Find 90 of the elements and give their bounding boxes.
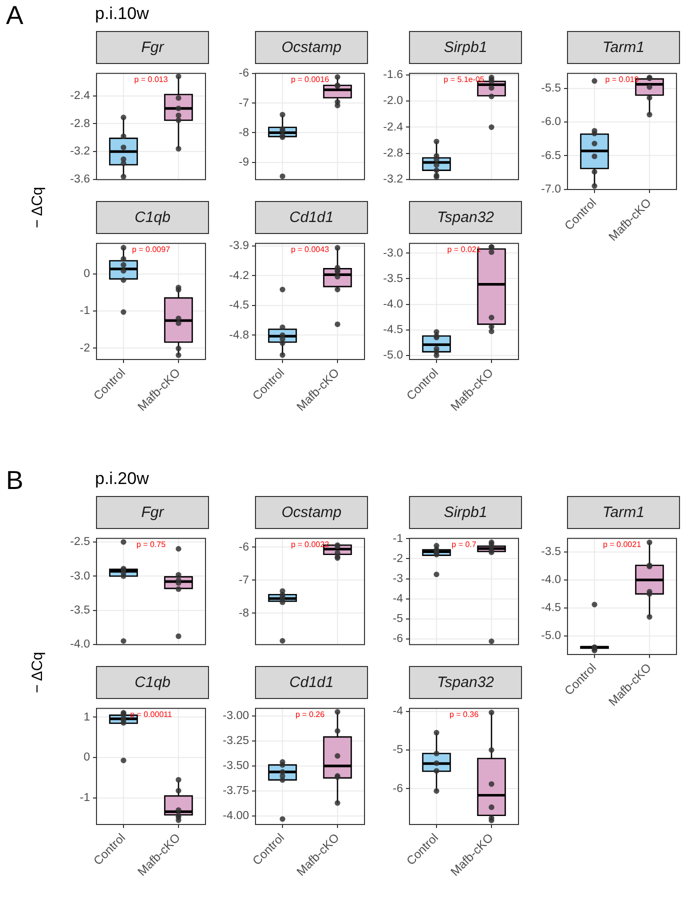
y-tick-label: -6: [392, 633, 403, 646]
y-tick-label: -4.5: [383, 324, 403, 336]
y-tick-label: -6.0: [541, 116, 561, 128]
annotation: p = 0.013: [134, 75, 168, 84]
y-tick-label: -3: [392, 572, 403, 585]
chart-title: C1qb: [96, 201, 209, 234]
chart-title: C1qb: [96, 666, 209, 699]
chart-title: Tspan32: [409, 201, 522, 234]
y-tick-label: -5.0: [541, 630, 561, 642]
y-tick-label: 0: [84, 268, 90, 280]
chart-subtitle: p.i.10w: [95, 4, 149, 24]
y-tick-label: -6: [392, 782, 403, 795]
annotation: p = 0.7: [452, 540, 477, 550]
y-tick-label: -2.8: [70, 118, 90, 130]
y-tick-label: -4.5: [541, 602, 561, 614]
y-tick-label: -3.0: [383, 247, 403, 260]
annotation: p = 0.26: [295, 710, 326, 720]
y-tick-label: -2.5: [70, 536, 90, 548]
y-tick-label: -6: [238, 68, 249, 80]
annotation: p = 0.0097: [132, 245, 171, 254]
y-tick-label: -4.5: [229, 300, 249, 312]
y-tick-label: -5.0: [383, 350, 403, 362]
y-tick-label: -2.4: [70, 90, 91, 102]
y-tick-label: -6.5: [541, 150, 561, 162]
text: B: [6, 465, 24, 496]
y-tick-label: -3.6: [70, 174, 90, 186]
y-tick-label: -3.75: [222, 785, 249, 798]
y-tick-label: -6: [238, 541, 249, 554]
y-tick-label: -3.5: [383, 272, 403, 285]
y-tick-label: -3.25: [222, 735, 249, 748]
annotation: p = 0.75: [136, 540, 166, 550]
y-tick-label: -3.5: [541, 546, 561, 558]
chart-title: Sirpb1: [409, 496, 522, 529]
y-axis-title: − ΔCq: [29, 651, 46, 693]
chart-title: Sirpb1: [409, 31, 522, 64]
y-tick-label: -3.50: [222, 760, 249, 772]
chart-title: Tarm1: [567, 496, 680, 529]
y-tick-label: -7: [238, 574, 249, 586]
y-tick-label: -5.5: [541, 82, 561, 95]
y-tick-label: -8: [238, 607, 249, 620]
y-tick-label: -3.2: [70, 146, 90, 158]
annotation: p = 0.0043: [290, 245, 330, 254]
y-tick-label: -3.0: [70, 570, 90, 582]
text: A: [6, 0, 24, 31]
annotation: p = 0.0016: [290, 75, 330, 84]
y-tick-label: -3.5: [70, 604, 90, 616]
annotation: p = 0.0021: [602, 540, 642, 550]
annotation: p = 0.0022: [290, 540, 330, 550]
annotation: p = 5.1e-05: [444, 75, 485, 84]
y-tick-label: -3.9: [229, 240, 249, 252]
y-tick-label: -4: [392, 592, 404, 605]
y-axis-title: − ΔCq: [29, 186, 46, 228]
y-tick-label: -5: [392, 744, 403, 756]
y-tick-label: -1: [80, 305, 90, 318]
y-tick-label: 0: [84, 752, 90, 764]
y-tick-label: -2: [80, 342, 90, 354]
y-tick-label: -4.0: [70, 638, 90, 651]
annotation: p = 0.36: [449, 710, 480, 720]
chart-title: Ocstamp: [255, 31, 368, 64]
y-tick-label: -1: [392, 532, 403, 545]
y-tick-label: -4.0: [541, 574, 561, 586]
y-tick-label: -2.0: [383, 95, 403, 108]
chart-title: Cd1d1: [255, 666, 368, 699]
y-tick-label: -2.4: [383, 121, 404, 134]
y-tick-label: -3.2: [383, 174, 403, 186]
chart-title: Fgr: [96, 31, 209, 64]
y-tick-label: -4.8: [229, 329, 249, 342]
y-tick-label: -4.0: [383, 298, 403, 310]
y-tick-label: -5: [392, 613, 403, 626]
y-tick-label: -4.2: [229, 270, 249, 282]
chart-title: Tarm1: [567, 31, 680, 64]
y-tick-label: -1: [80, 792, 90, 804]
y-tick-label: -2.8: [383, 147, 403, 160]
y-tick-label: 1: [84, 711, 90, 724]
y-tick-label: -1.6: [383, 69, 403, 82]
annotation: p = 0.019: [605, 75, 640, 84]
y-tick-label: -2: [392, 552, 403, 565]
chart-title: Fgr: [96, 496, 209, 529]
chart-title: Ocstamp: [255, 496, 368, 529]
y-tick-label: -7.0: [541, 184, 561, 196]
chart-title: Tspan32: [409, 666, 522, 699]
chart-title: Cd1d1: [255, 201, 368, 234]
y-tick-label: -8: [238, 126, 249, 139]
chart-subtitle: p.i.20w: [95, 469, 149, 489]
y-tick-label: -7: [238, 97, 249, 110]
y-tick-label: -4.00: [222, 810, 249, 822]
y-tick-label: -9: [238, 156, 249, 169]
annotation: p = 0.021: [447, 245, 482, 254]
y-tick-label: -3.00: [222, 710, 249, 722]
y-tick-label: -4: [392, 706, 404, 718]
